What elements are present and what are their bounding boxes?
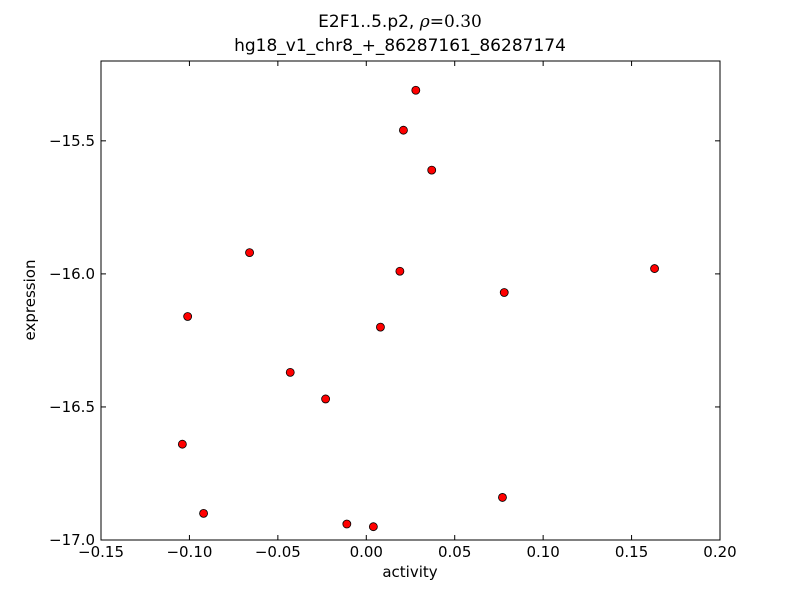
x-tick-label: −0.05 <box>255 543 301 561</box>
data-point <box>411 85 421 95</box>
x-tick-label: −0.10 <box>166 543 212 561</box>
y-axis-label: expression <box>21 260 39 341</box>
data-point <box>342 519 352 529</box>
data-point <box>285 367 295 377</box>
x-tick-label: 0.20 <box>703 543 736 561</box>
x-tick-label: 0.00 <box>350 543 383 561</box>
data-point <box>499 288 509 297</box>
data-point <box>498 493 507 502</box>
chart-title-line1: E2F1..5.p2, ρ=0.30 <box>0 12 800 32</box>
y-tick-label: −15.5 <box>49 132 95 150</box>
chart-title-line2: hg18_v1_chr8_+_86287161_86287174 <box>234 36 566 56</box>
axes-frame <box>100 60 721 541</box>
data-point <box>183 312 193 321</box>
x-tick-label: −0.15 <box>78 543 124 561</box>
y-tick-label: −17.0 <box>49 531 95 549</box>
data-point <box>177 439 187 449</box>
data-point <box>376 322 385 332</box>
x-axis-label: activity <box>382 563 437 581</box>
data-point <box>321 394 331 404</box>
data-point <box>427 165 437 175</box>
data-point <box>368 522 378 532</box>
data-point <box>650 264 659 273</box>
chart-title-prefix: E2F1..5.p2, <box>318 12 415 32</box>
data-point <box>199 508 208 518</box>
y-axis-ticks: −17.0 −16.5 −16.0 −15.5 <box>49 132 720 549</box>
data-point <box>395 266 405 276</box>
data-point <box>245 248 254 258</box>
rho-symbol: ρ <box>419 12 430 32</box>
data-point <box>399 125 408 135</box>
x-axis-ticks: −0.15 −0.10 −0.05 0.00 0.05 0.10 0.15 0.20 <box>78 61 737 561</box>
data-markers <box>177 85 659 532</box>
y-tick-label: −16.5 <box>49 398 95 416</box>
y-tick-label: −16.0 <box>49 265 95 283</box>
rho-value: =0.30 <box>429 12 482 32</box>
x-tick-label: 0.05 <box>438 543 471 561</box>
x-tick-label: 0.15 <box>615 543 648 561</box>
x-tick-label: 0.10 <box>526 543 559 561</box>
